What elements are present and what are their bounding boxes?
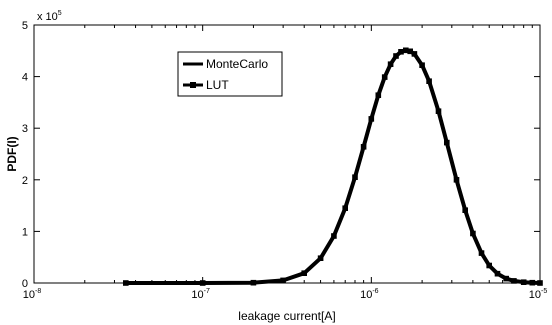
y-tick-label: 3 [22, 123, 28, 135]
x-tick-label: 10-8 [23, 288, 42, 301]
x-tick-base: 10 [23, 289, 35, 301]
svg-text:x 105: x 105 [37, 10, 62, 23]
series-marker-lut [331, 233, 337, 239]
series-marker-lut [537, 280, 543, 286]
x-tick-label: 10-6 [360, 288, 379, 301]
series-marker-lut [435, 108, 442, 114]
series-marker-lut [478, 250, 485, 256]
series-layer [123, 47, 543, 286]
series-marker-lut [280, 277, 286, 284]
series-marker-lut [381, 74, 388, 80]
y-multiplier-exp: 5 [58, 10, 62, 17]
series-marker-lut [250, 279, 257, 286]
legend-marker-lut [190, 82, 196, 88]
y-multiplier: x 105 [37, 10, 62, 23]
y-multiplier-base: x 10 [37, 11, 58, 23]
series-marker-lut [317, 255, 324, 261]
series-marker-lut [426, 78, 432, 84]
x-axis-label: leakage current[A] [238, 309, 335, 323]
y-tick-label: 5 [22, 20, 28, 32]
series-marker-lut [520, 279, 527, 285]
series-marker-lut [375, 92, 382, 98]
series-marker-lut [407, 48, 413, 55]
y-tick-label: 0 [22, 278, 28, 290]
series-marker-lut [494, 270, 501, 277]
legend-box [177, 51, 283, 97]
series-marker-lut [342, 205, 348, 211]
x-tick-base: 10 [529, 289, 541, 301]
series-marker-lut [486, 262, 492, 269]
legend-label-montecarlo: MonteCarlo [206, 57, 268, 71]
series-marker-lut [393, 53, 399, 59]
plot-frame [33, 24, 541, 284]
series-marker-lut [529, 279, 536, 286]
series-marker-lut [123, 280, 129, 286]
x-tick-exp: -8 [35, 288, 41, 295]
y-tick-label: 4 [22, 72, 28, 84]
x-tick-exp: -5 [541, 288, 547, 295]
y-axis-label: PDF(I) [5, 136, 19, 171]
series-marker-lut [403, 47, 409, 54]
series-marker-lut [419, 62, 425, 68]
x-tick-base: 10 [191, 289, 203, 301]
series-marker-lut [360, 144, 367, 150]
series-marker-lut [368, 116, 375, 122]
y-tick-label: 2 [22, 175, 28, 187]
legend-label-lut: LUT [206, 78, 229, 92]
series-marker-lut [398, 49, 404, 55]
series-marker-lut [511, 278, 517, 284]
series-marker-lut [462, 207, 468, 213]
x-tick-exp: -6 [372, 288, 378, 295]
x-tick-label: 10-5 [529, 288, 548, 301]
series-marker-lut [453, 177, 460, 183]
series-marker-lut [199, 280, 206, 286]
legend: MonteCarlo LUT [177, 51, 283, 97]
series-marker-lut [444, 139, 450, 146]
series-marker-lut [387, 61, 394, 67]
series-marker-lut [470, 230, 476, 237]
series-marker-lut [352, 174, 358, 180]
y-tick-label: 1 [22, 226, 28, 238]
x-tick-exp: -7 [204, 288, 210, 295]
x-tick-base: 10 [360, 289, 372, 301]
series-marker-lut [411, 51, 418, 57]
series-marker-lut [301, 270, 307, 276]
x-tick-label: 10-7 [191, 288, 210, 301]
series-marker-lut [503, 275, 509, 282]
